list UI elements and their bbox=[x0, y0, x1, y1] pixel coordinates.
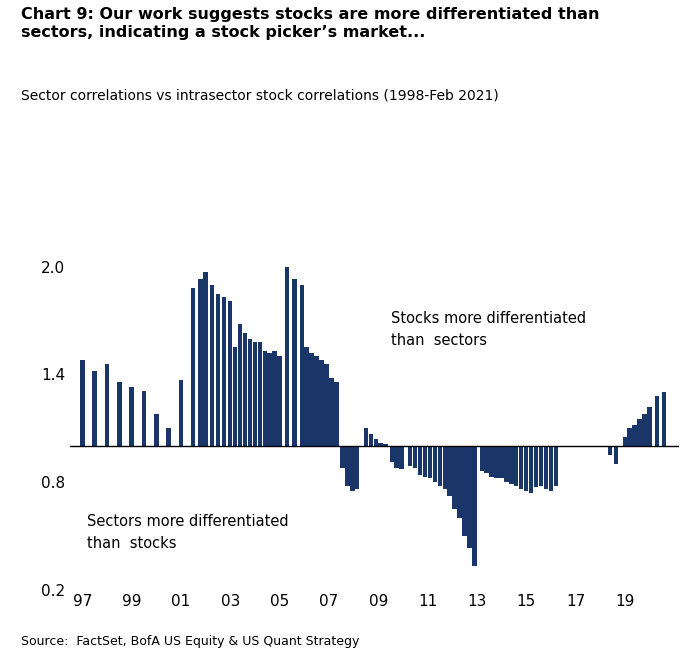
Bar bbox=[262, 351, 267, 446]
Bar bbox=[413, 446, 417, 468]
Bar bbox=[379, 443, 383, 446]
Bar bbox=[539, 446, 543, 485]
Bar bbox=[549, 446, 553, 491]
Bar bbox=[428, 446, 432, 478]
Bar bbox=[447, 446, 452, 496]
Bar bbox=[643, 414, 647, 446]
Text: Chart 9: Our work suggests stocks are more differentiated than
sectors, indicati: Chart 9: Our work suggests stocks are mo… bbox=[21, 7, 599, 40]
Bar bbox=[544, 446, 548, 489]
Bar bbox=[384, 444, 388, 446]
Bar bbox=[472, 446, 477, 566]
Bar bbox=[340, 446, 344, 468]
Bar bbox=[534, 446, 538, 487]
Text: Stocks more differentiated
than  sectors: Stocks more differentiated than sectors bbox=[391, 311, 586, 348]
Bar bbox=[238, 324, 242, 446]
Bar bbox=[369, 434, 373, 446]
Bar bbox=[364, 428, 368, 446]
Bar bbox=[395, 446, 399, 468]
Bar bbox=[204, 272, 208, 446]
Bar bbox=[309, 353, 314, 446]
Bar bbox=[374, 439, 378, 446]
Bar bbox=[662, 392, 666, 446]
Bar bbox=[233, 348, 237, 446]
Bar bbox=[319, 360, 323, 446]
Bar bbox=[355, 446, 360, 489]
Bar bbox=[216, 293, 220, 446]
Bar bbox=[117, 382, 122, 446]
Bar bbox=[608, 446, 612, 455]
Bar bbox=[509, 446, 514, 484]
Bar bbox=[248, 339, 252, 446]
Bar bbox=[154, 414, 158, 446]
Bar bbox=[92, 371, 97, 446]
Bar bbox=[277, 356, 282, 446]
Bar bbox=[105, 364, 109, 446]
Bar bbox=[554, 446, 558, 485]
Bar bbox=[457, 446, 462, 518]
Text: Sector correlations vs intrasector stock correlations (1998-Feb 2021): Sector correlations vs intrasector stock… bbox=[21, 88, 498, 102]
Bar bbox=[654, 396, 659, 446]
Bar bbox=[272, 351, 277, 446]
Bar bbox=[614, 446, 618, 464]
Bar bbox=[442, 446, 447, 489]
Bar bbox=[199, 280, 203, 446]
Bar bbox=[253, 342, 257, 446]
Bar bbox=[408, 446, 412, 466]
Bar bbox=[433, 446, 437, 482]
Text: Sectors more differentiated
than  stocks: Sectors more differentiated than stocks bbox=[88, 514, 289, 551]
Text: Source:  FactSet, BofA US Equity & US Quant Strategy: Source: FactSet, BofA US Equity & US Qua… bbox=[21, 635, 359, 648]
Bar bbox=[209, 285, 214, 446]
Bar bbox=[622, 437, 627, 446]
Bar bbox=[324, 364, 328, 446]
Bar bbox=[300, 285, 304, 446]
Bar bbox=[345, 446, 349, 485]
Bar bbox=[514, 446, 519, 485]
Bar bbox=[167, 428, 171, 446]
Bar bbox=[80, 360, 85, 446]
Bar bbox=[350, 446, 354, 491]
Bar bbox=[480, 446, 484, 471]
Bar bbox=[418, 446, 422, 475]
Bar bbox=[637, 419, 642, 446]
Bar bbox=[452, 446, 457, 509]
Bar bbox=[329, 378, 334, 446]
Bar bbox=[243, 333, 247, 446]
Bar bbox=[228, 301, 232, 446]
Bar bbox=[389, 446, 394, 462]
Bar bbox=[191, 288, 195, 446]
Bar bbox=[632, 424, 637, 446]
Bar bbox=[467, 446, 472, 548]
Bar bbox=[489, 446, 493, 477]
Bar bbox=[267, 353, 272, 446]
Bar bbox=[400, 446, 404, 470]
Bar bbox=[484, 446, 489, 473]
Bar bbox=[438, 446, 442, 485]
Bar bbox=[499, 446, 504, 478]
Bar bbox=[258, 342, 262, 446]
Bar bbox=[222, 297, 226, 446]
Bar bbox=[178, 380, 183, 446]
Bar bbox=[314, 356, 318, 446]
Bar bbox=[304, 348, 309, 446]
Bar bbox=[285, 267, 289, 446]
Bar bbox=[334, 382, 339, 446]
Bar bbox=[423, 446, 427, 477]
Bar bbox=[462, 446, 467, 536]
Bar bbox=[494, 446, 499, 478]
Bar bbox=[292, 280, 297, 446]
Bar bbox=[648, 407, 652, 446]
Bar bbox=[524, 446, 528, 491]
Bar bbox=[504, 446, 509, 482]
Bar bbox=[141, 390, 146, 446]
Bar bbox=[627, 428, 632, 446]
Bar bbox=[130, 387, 134, 446]
Bar bbox=[519, 446, 524, 489]
Bar bbox=[528, 446, 533, 493]
